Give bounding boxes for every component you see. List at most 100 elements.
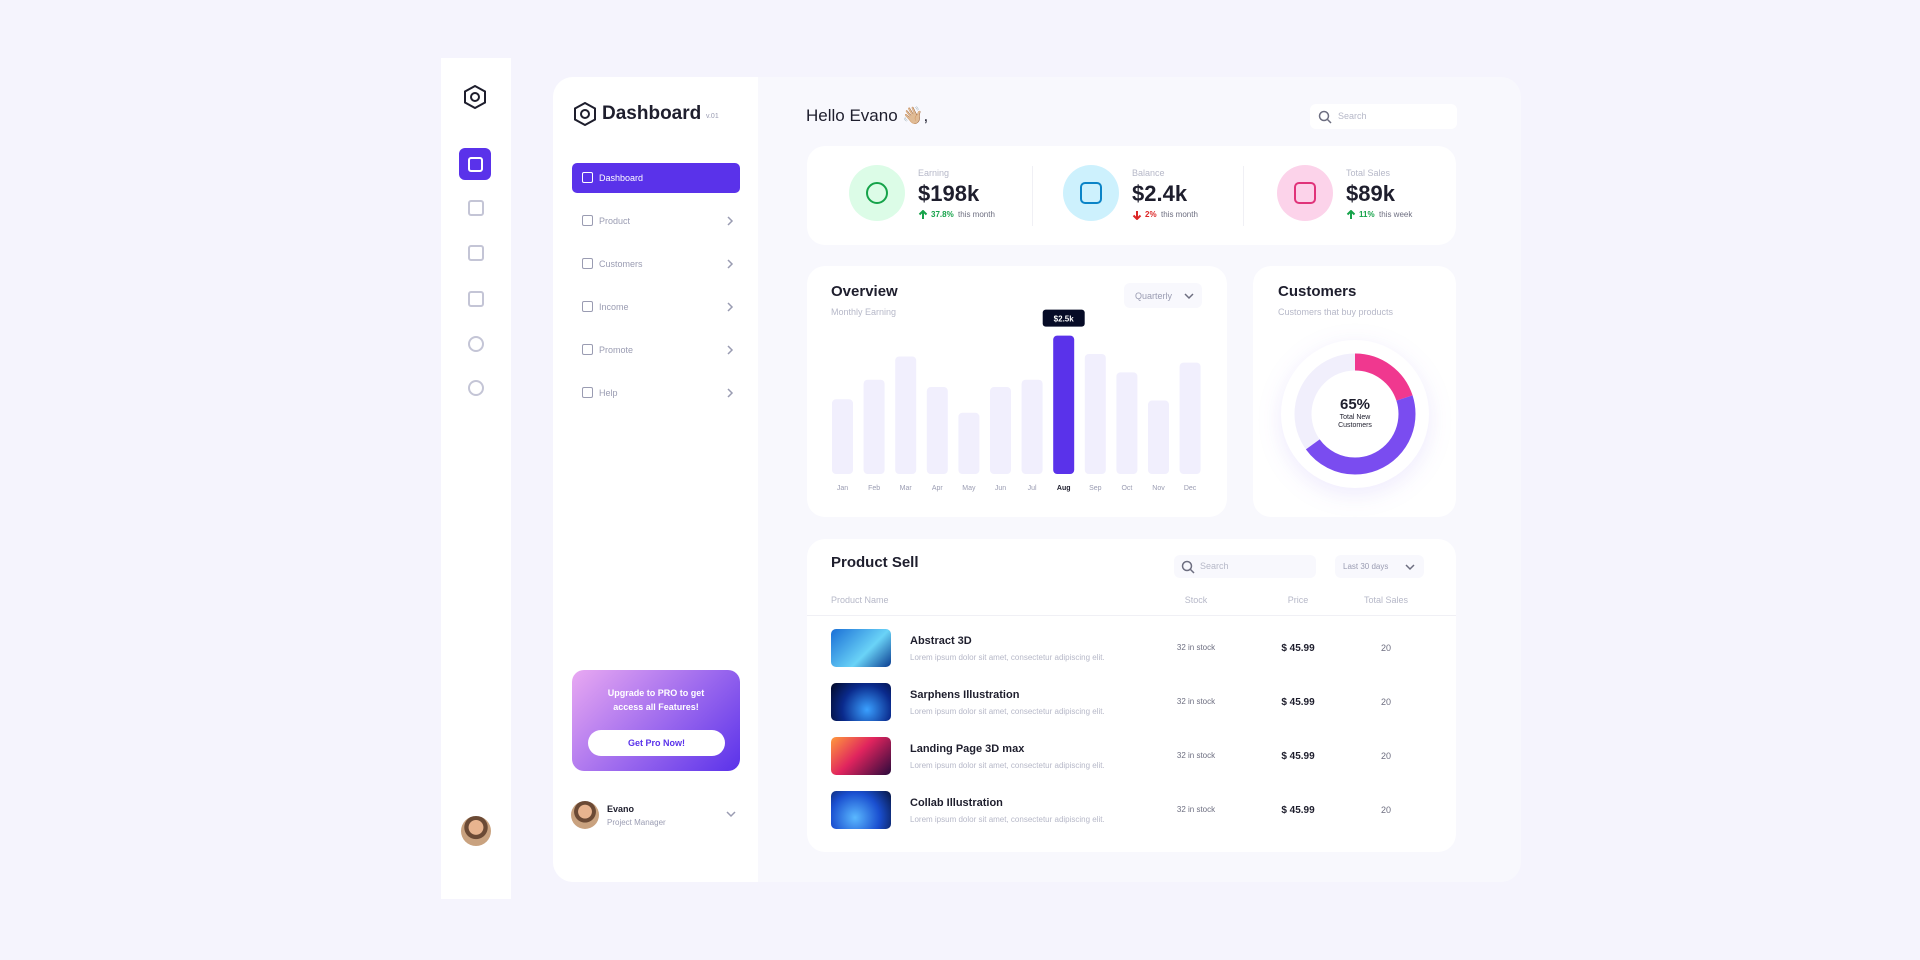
product-search-placeholder: Search <box>1200 561 1229 571</box>
arrow <box>918 210 928 219</box>
nav-icon <box>582 258 593 269</box>
user-name: Evano <box>607 804 635 814</box>
sidebar-icon[interactable] <box>468 291 484 307</box>
product-name: Sarphens Illustration <box>910 689 1020 701</box>
stat-label: Balance <box>1132 168 1165 178</box>
arrow <box>1346 210 1356 219</box>
bar <box>863 379 885 474</box>
product-description: Lorem ipsum dolor sit amet, consectetur … <box>910 653 1105 662</box>
stat-icon-glyph <box>866 182 888 204</box>
product-price: $ 45.99 <box>1281 751 1315 762</box>
bar <box>958 412 980 474</box>
bar-chart: Jan Feb Mar Apr May Jun Jul Aug $2.5k Sep Oct Nov De… <box>832 309 1201 492</box>
stat-value: $89k <box>1346 181 1395 206</box>
product-thumbnail <box>831 629 891 667</box>
x-tick-label: Nov <box>1152 485 1165 492</box>
chevron-icon <box>727 302 734 312</box>
donut-center-label: 65% <box>1339 396 1371 413</box>
trend-arrow <box>1132 211 1142 220</box>
logo-icon <box>464 85 486 109</box>
donut-chart <box>1281 340 1429 488</box>
chevron-icon <box>727 216 734 226</box>
stat-change: 2% <box>1145 210 1157 219</box>
nav-item[interactable]: Dashboard <box>572 163 740 193</box>
search-box[interactable]: Search <box>1310 104 1457 129</box>
customers-title: Customers <box>1278 283 1357 300</box>
x-tick-label: Sep <box>1089 485 1102 492</box>
avatar[interactable] <box>461 816 491 846</box>
nav-label: Product <box>599 216 631 226</box>
stats-card <box>807 146 1456 245</box>
stat-label: Earning <box>918 168 950 178</box>
chevron-icon <box>727 259 734 269</box>
upgrade-card: Upgrade to PRO to get access all Feature… <box>572 670 740 771</box>
product-description: Lorem ipsum dolor sit amet, consectetur … <box>910 707 1105 716</box>
nav-label: Promote <box>599 345 634 355</box>
product-description: Lorem ipsum dolor sit amet, consectetur … <box>910 761 1105 770</box>
arrow <box>1132 211 1142 220</box>
icon-sidebar <box>441 58 511 899</box>
bar <box>1116 372 1138 474</box>
x-tick-label: Jan <box>837 485 848 492</box>
brand-version: v.01 <box>706 113 719 120</box>
customers-subtitle: Customers that buy products <box>1278 307 1394 317</box>
product-sales: 20 <box>1380 805 1391 815</box>
nav-icon <box>582 172 593 183</box>
sidebar-icon[interactable] <box>468 200 484 216</box>
greeting: Hello Evano 👋🏼, <box>806 106 929 125</box>
x-tick-label: Apr <box>932 485 944 492</box>
bar <box>990 387 1011 474</box>
sidebar-icon-active[interactable] <box>459 148 491 180</box>
x-tick-label: Mar <box>900 485 913 492</box>
x-tick-label: Jul <box>1028 485 1037 492</box>
upgrade-button[interactable]: Get Pro Now! <box>588 730 725 756</box>
donut-caption: Total New Customers <box>1338 414 1372 429</box>
nav-label: Dashboard <box>599 173 644 183</box>
product-search[interactable]: Search <box>1174 555 1316 578</box>
chevron <box>727 259 734 269</box>
product-description: Lorem ipsum dolor sit amet, consectetur … <box>910 815 1105 824</box>
trend-arrow <box>1346 210 1356 219</box>
stat-label: Total Sales <box>1346 168 1391 178</box>
sidebar-icon[interactable] <box>468 380 484 396</box>
product-period-label: Last 30 days <box>1343 562 1389 571</box>
x-tick-label: Dec <box>1184 485 1197 492</box>
nav-item[interactable]: Customers <box>572 249 740 279</box>
nav-item[interactable]: Promote <box>572 335 740 365</box>
nav-item[interactable]: Help <box>572 378 740 408</box>
bar <box>926 387 948 474</box>
chevron-icon <box>727 345 734 355</box>
product-price: $ 45.99 <box>1281 697 1315 708</box>
nav-icon <box>582 344 593 355</box>
column-header: Total Sales <box>1363 595 1409 605</box>
overview-title: Overview <box>831 283 898 300</box>
product-stock: 32 in stock <box>1176 697 1216 706</box>
x-tick-label: Oct <box>1121 485 1132 492</box>
bar <box>895 356 917 474</box>
chevron-icon <box>727 388 734 398</box>
product-period[interactable]: Last 30 days <box>1335 555 1424 578</box>
stat-value: $198k <box>918 181 980 206</box>
stat-icon-glyph <box>1294 182 1316 204</box>
period-dropdown[interactable]: Quarterly <box>1124 283 1202 308</box>
donut-segment <box>1294 353 1416 475</box>
user-menu[interactable] <box>725 810 737 818</box>
product-name: Collab Illustration <box>910 797 1003 809</box>
nav-item[interactable]: Product <box>572 206 740 236</box>
stat-icon-glyph <box>1080 182 1102 204</box>
chevron <box>727 216 734 226</box>
overview-subtitle: Monthly Earning <box>831 307 897 317</box>
x-tick-label: Jun <box>995 485 1006 492</box>
stat-value: $2.4k <box>1132 181 1188 206</box>
product-price: $ 45.99 <box>1281 643 1315 654</box>
user-role: Project Manager <box>607 818 666 827</box>
stat-period: this week <box>1379 210 1413 219</box>
stat-icon <box>1277 165 1333 221</box>
nav-item[interactable]: Income <box>572 292 740 322</box>
sidebar-icon[interactable] <box>468 336 484 352</box>
bar <box>1021 379 1043 474</box>
bar <box>1179 362 1201 474</box>
chevron <box>727 302 734 312</box>
product-stock: 32 in stock <box>1176 751 1216 760</box>
sidebar-icon[interactable] <box>468 245 484 261</box>
